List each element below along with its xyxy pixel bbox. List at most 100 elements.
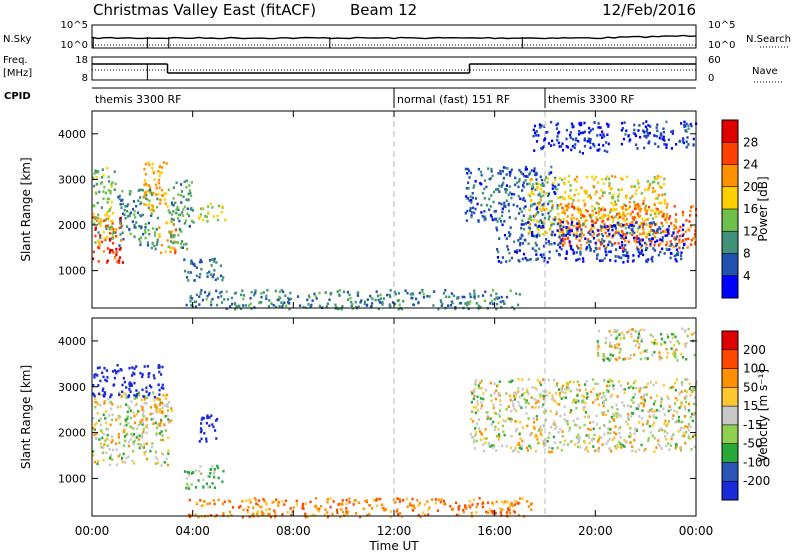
power-panel-cell xyxy=(422,293,425,296)
power-panel-cell xyxy=(535,182,538,185)
power-panel-cell xyxy=(636,147,639,150)
velocity-panel-cell xyxy=(256,512,259,516)
velocity-panel-cell xyxy=(259,505,262,509)
power-panel-cell xyxy=(495,296,498,299)
power-panel-cell xyxy=(633,185,636,188)
power-panel-cell xyxy=(198,303,201,306)
power-panel-cell xyxy=(509,172,512,175)
velocity-panel-cell xyxy=(143,395,146,398)
velocity-panel-cell xyxy=(557,431,560,434)
velocity-panel-cell xyxy=(561,434,564,438)
power-panel-cell xyxy=(195,293,198,297)
power-panel-cell xyxy=(101,176,104,179)
velocity-panel-cell xyxy=(501,444,504,448)
velocity-panel-cell xyxy=(121,460,124,464)
power-panel-cell xyxy=(643,146,646,150)
power-panel-cell xyxy=(117,261,120,264)
velocity-panel-cell xyxy=(102,433,105,436)
velocity-panel-cell xyxy=(137,393,140,397)
power-panel-cell xyxy=(106,247,109,250)
power-panel-cell xyxy=(537,225,540,228)
velocity-panel-cell xyxy=(113,383,116,386)
velocity-panel-cell xyxy=(449,504,452,508)
velocity-panel-cell xyxy=(637,336,640,339)
power-panel-cell xyxy=(92,176,95,180)
velocity-panel-cell xyxy=(548,446,551,449)
power-panel-cell xyxy=(570,197,573,200)
power-panel-cell xyxy=(189,191,192,195)
velocity-panel-cell xyxy=(629,434,633,438)
power-panel-cell xyxy=(676,253,679,256)
power-panel-cell xyxy=(474,207,477,211)
power-panel-cell xyxy=(148,203,151,206)
power-panel-cell xyxy=(589,138,592,141)
power-panel-cell xyxy=(526,175,529,178)
velocity-panel-cell xyxy=(529,446,532,450)
velocity-panel-cell xyxy=(660,447,663,450)
velocity-panel-cell xyxy=(536,436,539,439)
power-panel-cell xyxy=(667,138,670,142)
power-colorbar-swatch-2 xyxy=(722,164,738,188)
power-panel-cell xyxy=(377,294,380,298)
velocity-panel-cell xyxy=(518,446,521,450)
velocity-panel-cell xyxy=(517,441,520,445)
power-panel-cell xyxy=(108,251,111,254)
velocity-panel-cell xyxy=(141,408,144,412)
power-panel-cell xyxy=(661,224,664,228)
power-panel-cell xyxy=(614,231,617,235)
power-panel-cell xyxy=(492,289,495,292)
power-panel-cell xyxy=(638,252,642,255)
velocity-panel-cell xyxy=(637,403,640,407)
power-panel-cell xyxy=(687,228,690,232)
velocity-panel-cell xyxy=(507,515,510,519)
velocity-colorbar-tick-1: -100 xyxy=(743,455,770,469)
power-panel-cell xyxy=(578,257,581,261)
velocity-panel-cell xyxy=(675,443,678,446)
power-panel-cell xyxy=(363,302,366,305)
power-panel-cell xyxy=(641,217,644,221)
power-panel-cell xyxy=(617,195,620,198)
power-panel-cell xyxy=(514,183,517,187)
velocity-panel-cell xyxy=(157,423,160,426)
power-panel-cell xyxy=(582,257,585,260)
power-panel-cell xyxy=(509,226,512,229)
velocity-panel-cell xyxy=(683,405,686,408)
power-panel-cell xyxy=(541,182,544,185)
velocity-panel-cell xyxy=(615,412,618,415)
velocity-panel-cell xyxy=(691,412,694,416)
freq-label-1: Freq. xyxy=(3,55,28,66)
velocity-panel-cell xyxy=(562,443,566,446)
velocity-panel-cell xyxy=(684,415,687,418)
power-panel-cell xyxy=(283,301,286,304)
velocity-panel-cell xyxy=(201,416,204,420)
velocity-panel-cell xyxy=(615,337,618,340)
power-panel-cell xyxy=(650,221,653,225)
power-panel-cell xyxy=(111,219,114,223)
power-panel-cell xyxy=(146,244,150,247)
velocity-panel-cell xyxy=(612,417,615,421)
power-panel-cell xyxy=(161,194,164,197)
velocity-panel-cell xyxy=(693,445,696,449)
velocity-panel-cell xyxy=(200,422,203,425)
velocity-panel-cell xyxy=(515,392,518,396)
power-panel-cell xyxy=(382,297,385,300)
velocity-panel-cell xyxy=(526,446,529,450)
power-panel-cell xyxy=(111,249,114,252)
power-panel-cell xyxy=(584,192,587,195)
velocity-panel-cell xyxy=(478,497,481,500)
velocity-panel-cell xyxy=(622,358,625,361)
power-panel-cell xyxy=(614,227,617,230)
power-panel-cell xyxy=(437,307,440,311)
power-panel-cell xyxy=(653,180,656,184)
power-panel-cell xyxy=(582,233,585,237)
velocity-colorbar-swatch-2 xyxy=(722,368,738,388)
power-panel-cell xyxy=(137,189,140,192)
power-panel-cell xyxy=(651,223,654,226)
power-panel-cell xyxy=(644,125,647,129)
velocity-panel-cell xyxy=(101,371,104,375)
power-panel-cell xyxy=(211,206,214,209)
power-panel-cell xyxy=(137,199,140,203)
power-panel-cell xyxy=(545,207,548,211)
power-panel-cell xyxy=(578,130,581,133)
power-panel-cell xyxy=(158,226,161,229)
